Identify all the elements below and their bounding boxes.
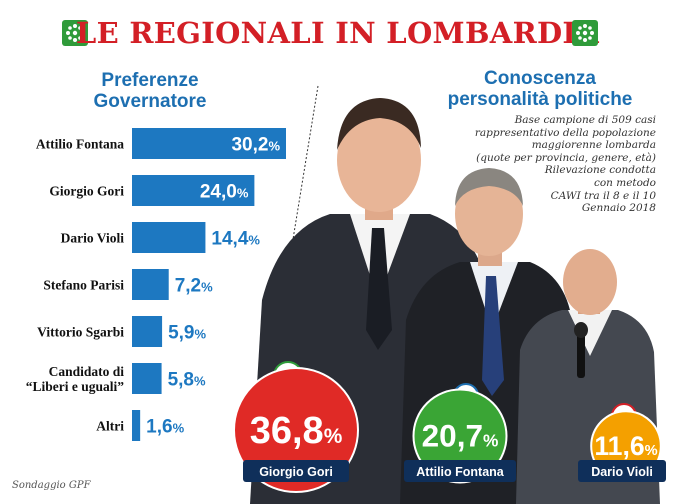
bar-value-label: 5,8% — [168, 370, 206, 391]
bar-category-label: Vittorio Sgarbi — [37, 325, 124, 340]
bar-value-label: 5,9% — [168, 323, 206, 344]
bar-category-label: Dario Violi — [61, 231, 125, 246]
bar-value-label: 24,0% — [200, 182, 249, 203]
bar — [132, 128, 286, 159]
lombardy-flag-icon-right — [572, 20, 598, 46]
left-heading: Preferenze Governatore — [50, 70, 250, 112]
bar — [132, 316, 163, 347]
note-line: Rilevazione condotta — [544, 164, 656, 177]
bar-category-label: Stefano Parisi — [43, 278, 124, 293]
bar-value-label: 14,4% — [211, 229, 260, 250]
bar — [132, 410, 141, 441]
right-heading-line2: personalità politiche — [447, 89, 633, 110]
candidate-name-box — [404, 460, 516, 482]
left-heading-line1: Preferenze — [101, 70, 199, 91]
note-line: Gennaio 2018 — [581, 202, 656, 215]
lombardy-flag-icon-left — [62, 20, 88, 46]
bar — [132, 175, 255, 206]
candidate-name-box — [578, 460, 666, 482]
note-line: maggiorenne lombarda — [531, 139, 656, 152]
candidate-name-label: Giorgio Gori — [259, 465, 333, 479]
bar-category-label: Candidato di — [49, 364, 125, 379]
note-line: rappresentativo della popolazione — [474, 126, 656, 139]
right-heading: Conoscenza personalità politiche — [420, 68, 660, 110]
bar — [132, 269, 169, 300]
knowledge-bubble — [412, 388, 508, 484]
bar — [132, 363, 162, 394]
title-bar: LE REGIONALI IN LOMBARDIA — [0, 6, 675, 58]
bar-category-label: Giorgio Gori — [49, 184, 124, 199]
candidate-name-box — [243, 460, 349, 482]
bar-category-label: Attilio Fontana — [36, 137, 124, 152]
page-title: LE REGIONALI IN LOMBARDIA — [75, 16, 600, 50]
note-line: con metodo — [593, 176, 656, 189]
bar-value-label: 1,6% — [146, 417, 184, 438]
candidate-name-label: Attilio Fontana — [416, 465, 505, 479]
survey-note: Base campione di 509 casi rappresentativ… — [470, 114, 656, 215]
bar-value-label: 30,2% — [231, 135, 280, 156]
bar-category-label: “Liberi e uguali” — [26, 379, 125, 394]
right-heading-line1: Conoscenza — [484, 68, 596, 89]
bar — [132, 222, 206, 253]
note-line: (quote per provincia, genere, età) — [476, 151, 656, 164]
bar-value-label: 7,2% — [175, 276, 213, 297]
candidate-name-label: Dario Violi — [591, 465, 653, 479]
source-note: Sondaggio GPF — [12, 480, 91, 491]
note-line: CAWI tra il 8 e il 10 — [550, 189, 656, 202]
note-line: Base campione di 509 casi — [514, 114, 656, 126]
bar-category-label: Altri — [96, 419, 124, 434]
left-heading-line2: Governatore — [93, 91, 207, 112]
